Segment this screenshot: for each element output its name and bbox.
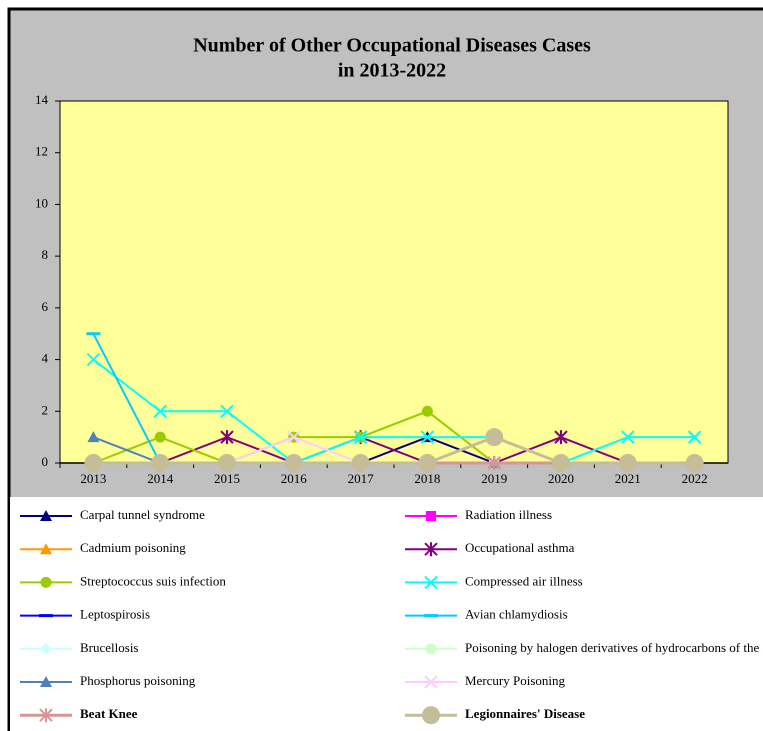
- y-tick-label: 10: [35, 195, 48, 210]
- series-line: [92, 358, 695, 465]
- legend-label: Compressed air illness: [465, 573, 583, 588]
- marker: [424, 542, 438, 557]
- marker: [40, 676, 52, 687]
- legend-label: Poisoning by halogen derivatives of hydr…: [465, 640, 763, 655]
- x-tick-label: 2021: [615, 471, 641, 486]
- x-tick-label: 2014: [147, 471, 174, 486]
- x-tick-label: 2017: [348, 471, 375, 486]
- marker: [220, 430, 234, 445]
- x-tick-label: 2019: [481, 471, 507, 486]
- marker: [84, 454, 103, 472]
- legend-label: Legionnaires' Disease: [465, 706, 585, 721]
- marker: [284, 454, 303, 472]
- marker: [287, 430, 301, 444]
- marker: [618, 454, 637, 472]
- chart-title: in 2013-2022: [338, 60, 446, 82]
- legend-label: Mercury Poisoning: [465, 673, 566, 688]
- x-tick-label: 2016: [281, 471, 308, 486]
- x-tick-label: 2022: [682, 471, 708, 486]
- plot-area: [59, 100, 729, 464]
- x-tick-label: 2013: [80, 471, 106, 486]
- marker: [351, 454, 370, 472]
- marker: [424, 575, 438, 590]
- marker: [40, 576, 52, 588]
- legend-label: Leptospirosis: [80, 607, 150, 622]
- marker: [552, 454, 570, 472]
- marker: [154, 431, 166, 443]
- legend-label: Occupational asthma: [465, 540, 575, 555]
- marker: [554, 430, 568, 445]
- marker: [86, 352, 101, 367]
- marker: [621, 430, 635, 444]
- series-line: [93, 435, 695, 465]
- marker: [39, 614, 53, 618]
- marker: [353, 430, 368, 444]
- y-tick-label: 6: [42, 299, 49, 314]
- marker: [151, 454, 170, 472]
- marker: [420, 430, 435, 444]
- marker: [426, 511, 436, 521]
- legend-label: Phosphorus poisoning: [80, 673, 196, 688]
- marker: [687, 430, 702, 444]
- marker: [40, 543, 52, 555]
- marker: [425, 643, 437, 655]
- y-tick-label: 0: [42, 454, 49, 469]
- x-tick-label: 2018: [414, 471, 440, 486]
- marker: [153, 404, 167, 418]
- marker: [421, 405, 433, 417]
- marker: [485, 428, 504, 447]
- marker: [685, 454, 704, 472]
- marker: [40, 642, 52, 655]
- x-tick-label: 2015: [214, 471, 240, 486]
- legend-label: Beat Knee: [80, 706, 138, 721]
- legend-box: [10, 497, 763, 731]
- chart-title: Number of Other Occupational Diseases Ca…: [193, 35, 591, 57]
- marker: [424, 614, 438, 618]
- marker: [86, 332, 101, 336]
- y-tick-label: 8: [42, 247, 49, 262]
- marker: [418, 454, 437, 472]
- marker: [487, 456, 501, 470]
- marker: [218, 454, 236, 472]
- legend-label: Brucellosis: [80, 640, 139, 655]
- marker: [40, 510, 52, 521]
- marker: [220, 404, 234, 418]
- y-tick-label: 12: [35, 144, 48, 159]
- y-tick-label: 14: [35, 92, 49, 107]
- marker: [39, 708, 53, 723]
- legend-label: Radiation illness: [465, 507, 552, 522]
- legend-label: Cadmium poisoning: [80, 540, 186, 555]
- legend-label: Streptococcus suis infection: [80, 573, 226, 588]
- marker: [422, 706, 440, 725]
- x-tick-label: 2020: [548, 471, 574, 486]
- legend-label: Avian chlamydiosis: [465, 607, 568, 622]
- legend-label: Carpal tunnel syndrome: [80, 507, 205, 522]
- marker: [87, 431, 100, 443]
- y-tick-label: 2: [42, 402, 49, 417]
- marker: [424, 675, 438, 689]
- y-tick-label: 4: [42, 351, 49, 366]
